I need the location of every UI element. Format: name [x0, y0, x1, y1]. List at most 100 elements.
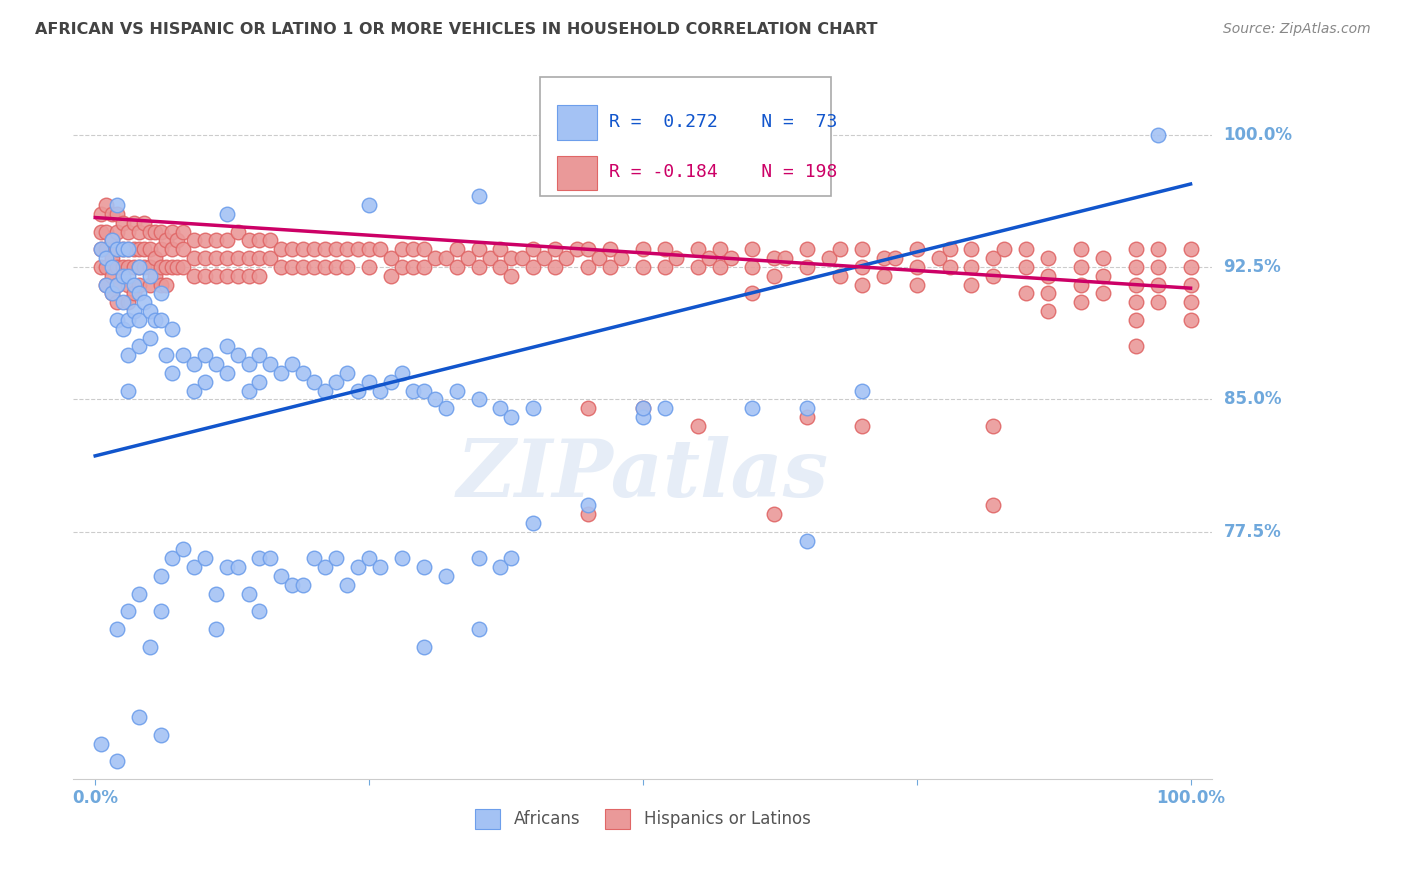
Point: [434, 569, 457, 583]
Point: [599, 260, 621, 274]
Point: [423, 392, 446, 407]
Point: [94, 277, 117, 292]
Point: [139, 268, 162, 283]
Point: [522, 243, 544, 257]
Point: [828, 243, 851, 257]
Point: [665, 251, 688, 265]
Point: [457, 251, 479, 265]
Point: [741, 243, 763, 257]
Point: [128, 313, 150, 327]
Point: [631, 260, 654, 274]
Point: [938, 243, 960, 257]
Point: [281, 260, 304, 274]
Point: [467, 260, 489, 274]
Point: [851, 418, 873, 433]
Point: [105, 207, 128, 221]
Point: [314, 384, 336, 398]
Point: [983, 251, 1005, 265]
Point: [160, 260, 183, 274]
Point: [775, 251, 797, 265]
Point: [122, 243, 145, 257]
Point: [314, 560, 336, 574]
Point: [183, 268, 205, 283]
Point: [576, 260, 599, 274]
Point: [467, 189, 489, 203]
Point: [1091, 268, 1114, 283]
Point: [183, 384, 205, 398]
Point: [467, 392, 489, 407]
Point: [172, 348, 194, 362]
Point: [938, 260, 960, 274]
Point: [134, 243, 156, 257]
Point: [544, 243, 567, 257]
Point: [90, 260, 112, 274]
Point: [145, 251, 167, 265]
Point: [818, 251, 841, 265]
Point: [94, 243, 117, 257]
Point: [1146, 295, 1168, 310]
Point: [1180, 313, 1202, 327]
FancyBboxPatch shape: [540, 77, 831, 196]
Point: [631, 401, 654, 416]
Point: [259, 357, 281, 371]
Point: [1036, 251, 1059, 265]
Point: [204, 622, 226, 636]
Point: [292, 260, 315, 274]
Point: [117, 295, 139, 310]
Point: [117, 243, 139, 257]
Point: [565, 243, 588, 257]
Point: [122, 260, 145, 274]
Point: [555, 251, 578, 265]
Point: [1091, 251, 1114, 265]
Point: [1125, 277, 1147, 292]
Point: [654, 260, 676, 274]
Point: [709, 260, 731, 274]
Point: [828, 268, 851, 283]
Point: [391, 551, 413, 566]
Point: [1146, 260, 1168, 274]
Point: [160, 551, 183, 566]
Point: [851, 260, 873, 274]
Point: [423, 251, 446, 265]
Point: [796, 243, 818, 257]
Point: [155, 277, 177, 292]
Point: [94, 225, 117, 239]
Point: [467, 243, 489, 257]
Text: R = -0.184    N = 198: R = -0.184 N = 198: [609, 163, 837, 181]
Point: [314, 243, 336, 257]
Point: [292, 578, 315, 592]
Point: [134, 295, 156, 310]
Point: [100, 207, 122, 221]
Point: [215, 268, 238, 283]
Point: [522, 401, 544, 416]
Point: [325, 551, 347, 566]
Point: [467, 622, 489, 636]
Point: [1070, 260, 1092, 274]
Point: [90, 243, 112, 257]
Point: [215, 251, 238, 265]
Point: [249, 604, 271, 618]
Point: [259, 551, 281, 566]
Point: [960, 260, 983, 274]
Point: [238, 251, 260, 265]
Point: [215, 234, 238, 248]
Point: [380, 375, 402, 389]
Point: [111, 268, 134, 283]
Point: [368, 384, 391, 398]
Point: [905, 260, 928, 274]
Point: [1070, 277, 1092, 292]
Point: [100, 251, 122, 265]
Point: [314, 260, 336, 274]
Point: [155, 234, 177, 248]
Point: [183, 357, 205, 371]
Point: [720, 251, 742, 265]
Point: [139, 260, 162, 274]
Point: [576, 507, 599, 521]
Point: [122, 304, 145, 318]
Point: [160, 225, 183, 239]
Point: [226, 560, 249, 574]
Point: [111, 243, 134, 257]
Point: [851, 243, 873, 257]
Point: [122, 277, 145, 292]
Point: [215, 339, 238, 353]
